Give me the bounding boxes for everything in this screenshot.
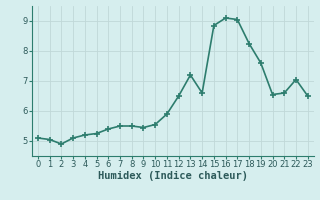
X-axis label: Humidex (Indice chaleur): Humidex (Indice chaleur): [98, 171, 248, 181]
